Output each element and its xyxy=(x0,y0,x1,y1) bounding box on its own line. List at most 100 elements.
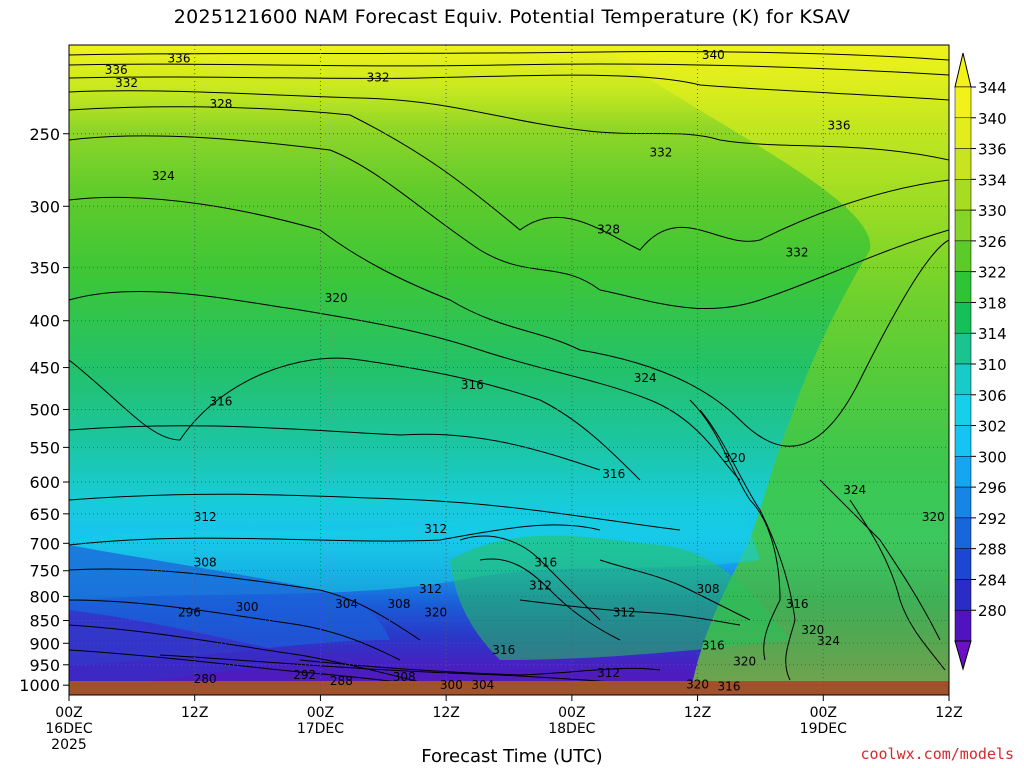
contour-label: 320 xyxy=(801,623,824,637)
x-tick-label: 00Z xyxy=(307,705,334,721)
warm-sector-field xyxy=(600,45,949,695)
y-tick-label: 250 xyxy=(29,125,60,144)
contour-label: 300 xyxy=(440,678,463,692)
colorbar-label: 280 xyxy=(978,602,1007,620)
contour-label: 312 xyxy=(597,666,620,680)
colorbar-label: 310 xyxy=(978,356,1007,374)
contour-label: 328 xyxy=(597,222,620,236)
colorbar-label: 302 xyxy=(978,418,1007,436)
contour-label: 320 xyxy=(922,510,945,524)
y-grid xyxy=(69,133,949,686)
contour-label: 312 xyxy=(424,522,447,536)
colorbar-swatch xyxy=(954,548,972,580)
contour-label: 320 xyxy=(424,605,447,619)
y-tick-label: 400 xyxy=(29,312,60,331)
colorbar-label: 334 xyxy=(978,171,1007,189)
y-tick-label: 350 xyxy=(29,259,60,278)
contour-label: 316 xyxy=(702,638,725,652)
contour-label: 316 xyxy=(492,643,515,657)
contour-label: 336 xyxy=(168,52,191,66)
colorbar-swatch xyxy=(954,517,972,549)
x-tick-label: 18DEC xyxy=(548,721,595,737)
contour-label: 316 xyxy=(534,556,557,570)
colorbar-swatch xyxy=(954,271,972,303)
contour-label: 308 xyxy=(388,597,411,611)
colorbar-swatch xyxy=(954,579,972,611)
y-tick-label: 800 xyxy=(29,587,60,606)
contour-label: 304 xyxy=(471,678,494,692)
contour-label: 320 xyxy=(723,451,746,465)
colorbar-label: 326 xyxy=(978,233,1007,251)
contour-label: 296 xyxy=(178,605,201,619)
colorbar-swatch xyxy=(954,486,972,519)
x-tick-label: 12Z xyxy=(181,705,208,721)
x-tick-label: 00Z xyxy=(558,705,585,721)
x-tick-label: 2025 xyxy=(51,737,87,753)
y-tick-label: 750 xyxy=(29,562,60,581)
contour-label: 332 xyxy=(786,246,809,260)
contour-label: 316 xyxy=(786,597,809,611)
colorbar-label: 284 xyxy=(978,571,1007,589)
contour-label: 316 xyxy=(718,679,741,693)
colorbar-swatch xyxy=(954,179,972,211)
contour-label: 336 xyxy=(828,119,851,133)
field-layer xyxy=(69,45,949,695)
colorbar-label: 296 xyxy=(978,479,1007,497)
colorbar-swatch xyxy=(954,394,972,426)
watermark: coolwx.com/models xyxy=(860,745,1014,763)
y-axis: 250 300 350 400 450 500 550 600 650 700 750 800 850 9… xyxy=(19,125,69,695)
contour-lines xyxy=(69,51,949,691)
contour-label: 328 xyxy=(209,97,232,111)
colorbar-swatch xyxy=(954,148,972,180)
contour-label: 324 xyxy=(634,371,657,385)
colorbar-label: 340 xyxy=(978,110,1007,128)
contour-label: 320 xyxy=(686,677,709,691)
x-tick-label: 12Z xyxy=(432,705,459,721)
contour-label: 340 xyxy=(702,48,725,62)
contour-label: 324 xyxy=(817,634,840,648)
colorbar: 344 340 336 334 330 326 322 318 314 310 306 302 300 2… xyxy=(954,52,1007,671)
y-tick-label: 700 xyxy=(29,534,60,553)
contour-label: 312 xyxy=(419,582,442,596)
colorbar-label: 306 xyxy=(978,387,1007,405)
chart-title: 2025121600 NAM Forecast Equiv. Potential… xyxy=(173,6,851,28)
contour-label: 332 xyxy=(649,145,672,159)
x-tick-label: 12Z xyxy=(684,705,711,721)
contour-label: 324 xyxy=(152,169,175,183)
contour-label: 320 xyxy=(733,654,756,668)
colorbar-label: 300 xyxy=(978,448,1007,466)
contour-label: 332 xyxy=(115,76,138,90)
colorbar-swatch xyxy=(954,456,972,488)
colorbar-swatch xyxy=(954,609,972,642)
x-grid xyxy=(194,45,824,695)
contour-label: 324 xyxy=(843,483,866,497)
y-tick-label: 1000 xyxy=(19,676,60,695)
colorbar-label: 292 xyxy=(978,510,1007,528)
colorbar-swatch xyxy=(954,302,972,334)
colorbar-swatch xyxy=(954,332,972,365)
colorbar-label: 336 xyxy=(978,141,1007,159)
y-tick-label: 300 xyxy=(29,197,60,216)
contour-label: 316 xyxy=(209,394,232,408)
surface-strip xyxy=(69,681,949,695)
colorbar-swatch xyxy=(954,86,972,119)
y-tick-label: 950 xyxy=(29,656,60,675)
colorbar-swatch xyxy=(954,117,972,149)
y-tick-label: 850 xyxy=(29,612,60,631)
y-tick-label: 450 xyxy=(29,359,60,378)
contour-label: 320 xyxy=(325,291,348,305)
contour-label: 316 xyxy=(461,378,484,392)
colorbar-arrow-top xyxy=(954,52,972,88)
colorbar-label: 314 xyxy=(978,325,1007,343)
contour-label: 312 xyxy=(529,578,552,592)
contour-label: 300 xyxy=(236,600,259,614)
contour-label: 308 xyxy=(697,582,720,596)
y-tick-label: 500 xyxy=(29,400,60,419)
x-tick-label: 12Z xyxy=(935,705,962,721)
contour-label: 280 xyxy=(194,672,217,686)
contour-label: 336 xyxy=(105,63,128,77)
y-tick-label: 900 xyxy=(29,634,60,653)
plot-frame xyxy=(68,44,950,696)
